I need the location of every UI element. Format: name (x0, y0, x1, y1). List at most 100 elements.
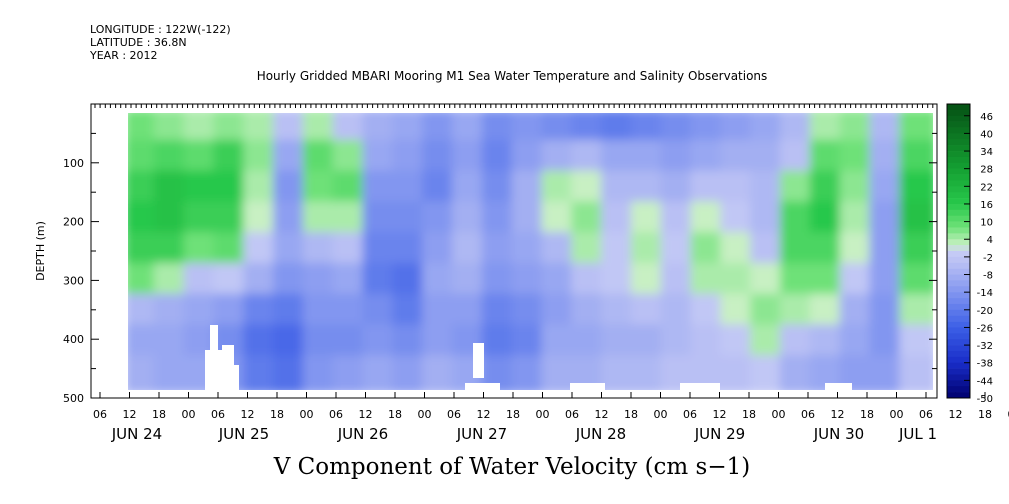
colorbar-swatch (947, 256, 970, 264)
x-tick-label: 06 (447, 408, 461, 421)
colorbar-swatch (947, 233, 970, 240)
x-tick-label: 18 (388, 408, 402, 421)
colorbar-swatch (947, 115, 970, 122)
colorbar-swatch (947, 350, 970, 358)
x-date-label: JUN 26 (337, 425, 388, 443)
x-tick-label: 00 (890, 408, 904, 421)
heatmap-cell (899, 355, 933, 390)
colorbar-swatch (947, 339, 970, 346)
x-tick-label: 06 (329, 408, 343, 421)
x-tick-label: 12 (123, 408, 137, 421)
x-tick-label: 06 (683, 408, 697, 421)
colorbar-swatch (947, 180, 970, 187)
x-tick-label: 00 (772, 408, 786, 421)
colorbar-tick-label: -2 (983, 253, 993, 264)
colorbar-swatch (947, 274, 970, 281)
colorbar-tick-label: -38 (977, 359, 993, 370)
x-date-label: JUN 30 (813, 425, 864, 443)
x-tick-label: 18 (270, 408, 284, 421)
x-tick-label: 06 (211, 408, 225, 421)
x-tick-label: 00 (300, 408, 314, 421)
chart-title: Hourly Gridded MBARI Mooring M1 Sea Wate… (256, 69, 768, 83)
colorbar: 46 40 34 28 22 16 10 4 -2 -8 -14 -20 -26 -32 -38 -44 -50 (946, 103, 993, 405)
x-tick-label: 00 (1008, 408, 1009, 421)
x-date-label: JUN 24 (111, 425, 162, 443)
colorbar-swatch (947, 286, 970, 293)
missing-data-mask (233, 365, 239, 390)
colorbar-swatch (947, 104, 970, 111)
x-tick-label: 18 (624, 408, 638, 421)
x-tick-label: 00 (654, 408, 668, 421)
colorbar-swatch (947, 262, 970, 269)
x-tick-label: 06 (801, 408, 815, 421)
missing-data-mask (92, 104, 128, 397)
colorbar-swatch (947, 309, 970, 316)
variable-title: V Component of Water Velocity (cm s−1) (273, 454, 751, 480)
colorbar-tick-label: -32 (977, 341, 993, 352)
colorbar-swatch (947, 245, 970, 252)
missing-data-mask (222, 345, 234, 390)
colorbar-tick-label: 10 (980, 218, 993, 229)
colorbar-swatch (947, 321, 970, 328)
heatmap-cells (128, 113, 933, 390)
missing-data-mask (680, 383, 720, 391)
colorbar-swatch (947, 333, 970, 340)
colorbar-swatch (947, 327, 970, 334)
colorbar-tick-label: 16 (980, 200, 993, 211)
y-tick-label: 100 (63, 157, 84, 170)
missing-data-masks (92, 104, 937, 398)
x-tick-label: 06 (919, 408, 933, 421)
latitude-label: LATITUDE : 36.8N (90, 36, 187, 49)
colorbar-swatch (947, 298, 970, 305)
colorbar-swatch (947, 292, 970, 299)
colorbar-tick-label: 46 (980, 112, 993, 123)
colorbar-swatch (947, 156, 970, 164)
x-tick-label: 06 (93, 408, 107, 421)
x-tick-label: 18 (860, 408, 874, 421)
colorbar-swatch (947, 303, 970, 311)
colorbar-swatch (947, 162, 970, 169)
colorbar-swatch (947, 133, 970, 140)
colorbar-swatch (947, 368, 970, 375)
colorbar-swatch (947, 374, 970, 381)
x-tick-label: 12 (949, 408, 963, 421)
colorbar-swatch (947, 127, 970, 134)
colorbar-swatch (947, 227, 970, 234)
x-date-label: JUN 28 (575, 425, 626, 443)
x-date-label: JUN 25 (218, 425, 269, 443)
missing-data-mask (465, 383, 500, 391)
colorbar-swatch (947, 362, 970, 369)
y-tick-label: 500 (63, 392, 84, 405)
x-date-label: JUN 29 (694, 425, 745, 443)
missing-data-mask (210, 325, 218, 355)
colorbar-swatch (947, 121, 970, 128)
colorbar-swatch (947, 386, 970, 393)
colorbar-swatch (947, 268, 970, 275)
x-tick-label: 00 (536, 408, 550, 421)
colorbar-swatch (947, 192, 970, 199)
x-tick-label: 00 (418, 408, 432, 421)
x-date-label: JUN 27 (456, 425, 507, 443)
y-tick-label: 300 (63, 274, 84, 287)
missing-data-mask (92, 390, 937, 398)
x-tick-label: 18 (506, 408, 520, 421)
colorbar-swatch (947, 174, 970, 181)
colorbar-swatch (947, 315, 970, 322)
longitude-label: LONGITUDE : 122W(-122) (90, 23, 231, 36)
colorbar-swatch (947, 380, 970, 387)
colorbar-swatch (947, 151, 970, 158)
missing-data-mask (92, 104, 937, 113)
x-tick-label: 18 (978, 408, 992, 421)
colorbar-swatch (947, 356, 970, 364)
colorbar-tick-label: 22 (980, 182, 993, 193)
colorbar-tick-label: -26 (977, 323, 993, 334)
x-tick-label: 18 (742, 408, 756, 421)
missing-data-mask (570, 383, 605, 391)
colorbar-tick-label: -14 (977, 288, 993, 299)
colorbar-swatch (947, 109, 970, 117)
year-label: YEAR : 2012 (90, 49, 158, 62)
colorbar-swatch (947, 145, 970, 152)
colorbar-tick-label: -20 (977, 306, 993, 317)
colorbar-swatch (947, 221, 970, 228)
